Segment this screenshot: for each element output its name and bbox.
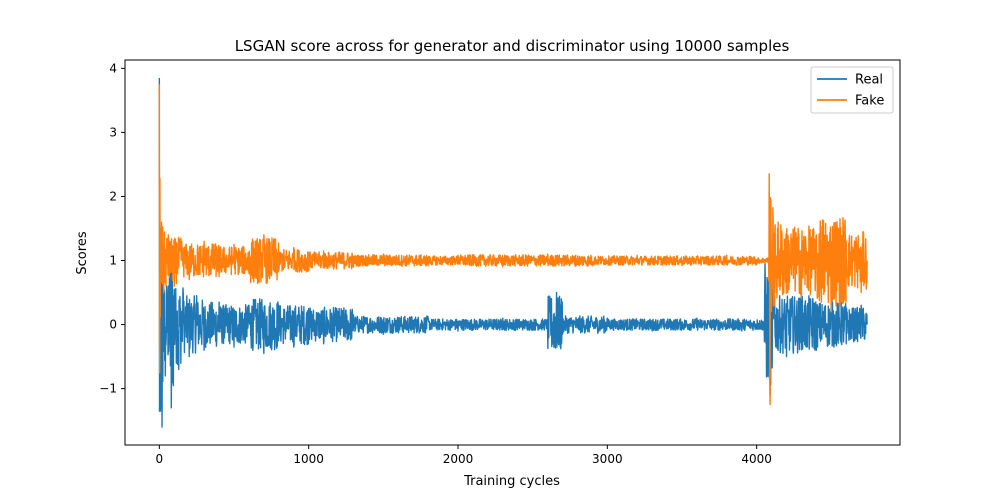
plot-frame [124,59,901,446]
x-tick-label: 2000 [443,452,474,466]
y-tick-label: 0 [109,318,117,332]
y-axis-ticks: −1 0 1 2 3 4 [99,61,125,396]
series-layer [158,77,868,428]
x-axis-label: Training cycles [463,474,560,489]
legend-label-fake: Fake [855,94,884,109]
y-tick-label: −1 [99,382,117,396]
series-line-fake [158,84,868,406]
x-tick-label: 4000 [741,452,772,466]
x-axis-ticks: 0 1000 2000 3000 4000 [156,445,772,466]
y-tick-label: 3 [109,125,117,139]
x-tick-label: 1000 [293,452,324,466]
y-tick-label: 2 [109,189,117,203]
legend: Real Fake [810,66,894,114]
y-axis-label: Scores [75,231,90,274]
x-tick-label: 0 [156,452,164,466]
chart-title: LSGAN score across for generator and dis… [235,37,790,55]
y-tick-label: 1 [109,254,117,268]
x-tick-label: 3000 [592,452,623,466]
y-tick-label: 4 [109,61,117,75]
series-line-real [158,77,868,428]
legend-label-real: Real [855,73,883,88]
